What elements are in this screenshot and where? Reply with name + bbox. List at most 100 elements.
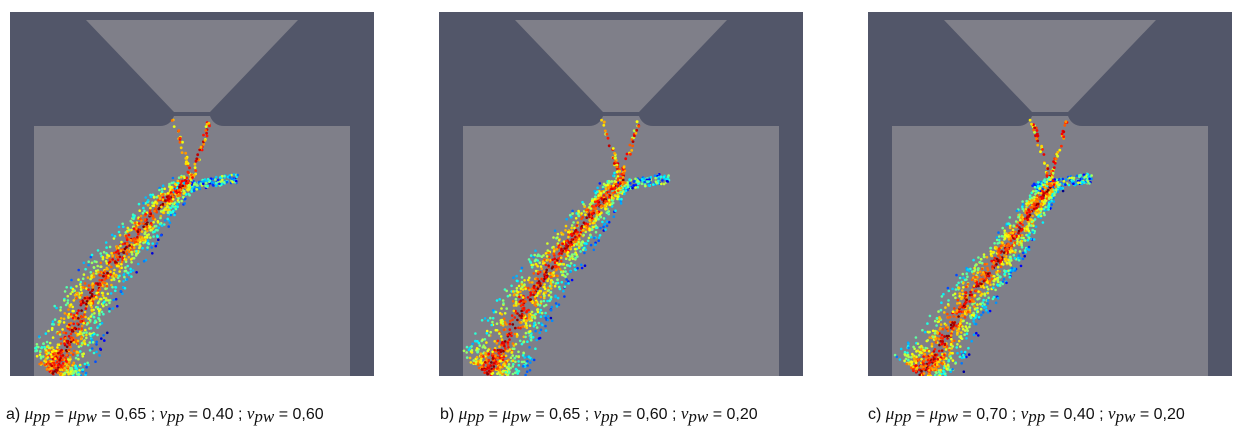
particle: [172, 125, 176, 128]
particle: [493, 340, 496, 343]
particle: [947, 299, 950, 302]
particle: [90, 305, 93, 309]
particle: [82, 261, 86, 265]
particle: [91, 282, 94, 285]
particle: [1027, 208, 1030, 211]
particle: [155, 202, 159, 205]
particle: [612, 174, 615, 177]
particle: [56, 346, 59, 349]
particle: [964, 291, 967, 294]
particle: [554, 295, 557, 299]
particle: [1026, 238, 1030, 242]
particle: [171, 205, 175, 208]
particle: [582, 233, 585, 237]
particle: [138, 209, 141, 212]
particle: [1045, 190, 1049, 194]
particle: [1008, 226, 1012, 230]
caption-prefix: c): [868, 406, 882, 423]
particle: [546, 315, 550, 318]
particle: [517, 302, 520, 306]
particle: [137, 222, 141, 225]
particle: [109, 273, 112, 276]
particle: [157, 238, 160, 241]
particle: [529, 291, 532, 294]
particle: [112, 278, 116, 281]
particle: [659, 175, 663, 179]
particle: [576, 212, 580, 216]
particle: [515, 355, 518, 358]
particle: [508, 348, 512, 351]
particle: [1047, 205, 1051, 209]
particle: [84, 307, 88, 310]
particle: [56, 369, 59, 372]
particle: [1056, 185, 1060, 189]
particle: [144, 202, 147, 205]
particle: [1038, 187, 1042, 190]
particle: [622, 166, 626, 169]
particle: [1052, 200, 1056, 203]
particle: [158, 222, 162, 226]
particle: [471, 342, 474, 346]
particle: [582, 225, 586, 228]
particle: [143, 232, 146, 236]
particle: [1027, 222, 1031, 225]
particle: [982, 255, 986, 258]
particle: [72, 371, 75, 374]
particle: [182, 181, 186, 185]
particle: [547, 255, 551, 259]
particle: [997, 238, 1001, 242]
particle: [186, 170, 190, 174]
particle: [959, 335, 963, 338]
particle: [940, 349, 944, 352]
particle: [480, 362, 483, 365]
particle: [592, 225, 595, 229]
particle: [78, 332, 81, 336]
particle: [57, 323, 61, 326]
particle: [126, 226, 130, 230]
particle: [77, 373, 80, 376]
particle: [70, 336, 73, 339]
particle: [46, 356, 50, 359]
particle: [544, 263, 548, 267]
particle-flow-image-b: [439, 12, 803, 376]
particle: [986, 302, 989, 305]
particle: [60, 348, 63, 352]
particle: [1040, 199, 1044, 203]
particle: [149, 212, 152, 216]
particle: [114, 286, 118, 289]
particle: [995, 257, 999, 261]
particle: [521, 354, 525, 357]
particle: [468, 356, 472, 360]
particle: [77, 357, 80, 361]
particle: [987, 274, 991, 278]
particle: [573, 268, 577, 271]
particle: [532, 255, 535, 259]
particle: [1005, 261, 1009, 265]
particle: [520, 342, 524, 346]
mu-symbol: μ: [502, 404, 512, 423]
particle: [580, 266, 584, 270]
particle-stream: [34, 118, 240, 376]
particle: [483, 361, 487, 364]
particle: [115, 254, 118, 257]
particle: [105, 262, 109, 265]
particle: [68, 343, 72, 346]
particle: [87, 284, 91, 287]
particle: [190, 190, 193, 193]
particle: [1005, 281, 1008, 285]
particle: [509, 366, 512, 370]
particle: [151, 204, 154, 207]
particle: [1041, 189, 1044, 192]
particle: [66, 299, 70, 302]
particle: [937, 310, 940, 313]
particle: [110, 265, 113, 269]
particle: [994, 301, 998, 305]
particle: [483, 317, 487, 320]
particle: [45, 345, 49, 349]
particle: [145, 223, 149, 226]
particle: [939, 308, 943, 312]
particle: [1026, 218, 1029, 221]
particle: [594, 243, 597, 246]
particle: [139, 214, 143, 218]
chamber-interior: [463, 116, 779, 376]
